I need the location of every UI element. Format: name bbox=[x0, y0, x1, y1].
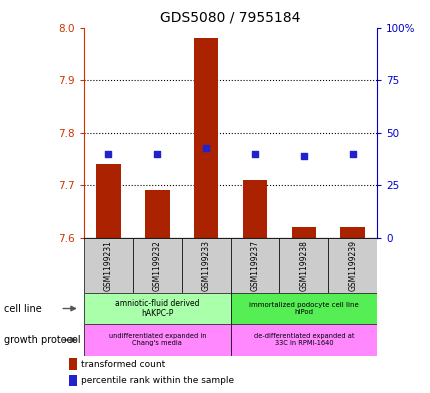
Text: GSM1199233: GSM1199233 bbox=[201, 240, 210, 291]
Text: amniotic-fluid derived
hAKPC-P: amniotic-fluid derived hAKPC-P bbox=[115, 299, 199, 318]
Text: transformed count: transformed count bbox=[81, 360, 165, 369]
Bar bbox=[242, 180, 267, 238]
Text: growth protocol: growth protocol bbox=[4, 335, 81, 345]
Bar bbox=[340, 227, 364, 238]
FancyBboxPatch shape bbox=[230, 238, 279, 293]
FancyBboxPatch shape bbox=[84, 324, 230, 356]
Text: cell line: cell line bbox=[4, 303, 42, 314]
Text: GSM1199239: GSM1199239 bbox=[347, 240, 356, 291]
Text: GSM1199238: GSM1199238 bbox=[299, 240, 307, 291]
FancyBboxPatch shape bbox=[181, 238, 230, 293]
FancyBboxPatch shape bbox=[230, 324, 376, 356]
Point bbox=[348, 151, 355, 157]
Title: GDS5080 / 7955184: GDS5080 / 7955184 bbox=[160, 11, 300, 25]
Bar bbox=[194, 38, 218, 238]
Point bbox=[202, 145, 209, 152]
Text: immortalized podocyte cell line
hIPod: immortalized podocyte cell line hIPod bbox=[249, 302, 358, 315]
FancyBboxPatch shape bbox=[230, 293, 376, 324]
Text: GSM1199231: GSM1199231 bbox=[104, 240, 113, 291]
Bar bbox=[69, 358, 77, 370]
Point bbox=[251, 151, 258, 157]
Text: percentile rank within the sample: percentile rank within the sample bbox=[81, 376, 234, 385]
Bar bbox=[96, 164, 120, 238]
Text: de-differentiated expanded at
33C in RPMI-1640: de-differentiated expanded at 33C in RPM… bbox=[253, 333, 353, 347]
Bar bbox=[145, 191, 169, 238]
Point bbox=[300, 153, 307, 160]
Bar bbox=[69, 375, 77, 386]
Point bbox=[105, 151, 112, 157]
FancyBboxPatch shape bbox=[132, 238, 181, 293]
FancyBboxPatch shape bbox=[84, 293, 230, 324]
Text: GSM1199237: GSM1199237 bbox=[250, 240, 259, 291]
Text: undifferentiated expanded in
Chang's media: undifferentiated expanded in Chang's med… bbox=[108, 333, 206, 347]
Point bbox=[154, 151, 160, 157]
FancyBboxPatch shape bbox=[84, 238, 132, 293]
Text: GSM1199232: GSM1199232 bbox=[153, 240, 161, 291]
Bar bbox=[291, 227, 315, 238]
FancyBboxPatch shape bbox=[328, 238, 376, 293]
FancyBboxPatch shape bbox=[279, 238, 328, 293]
